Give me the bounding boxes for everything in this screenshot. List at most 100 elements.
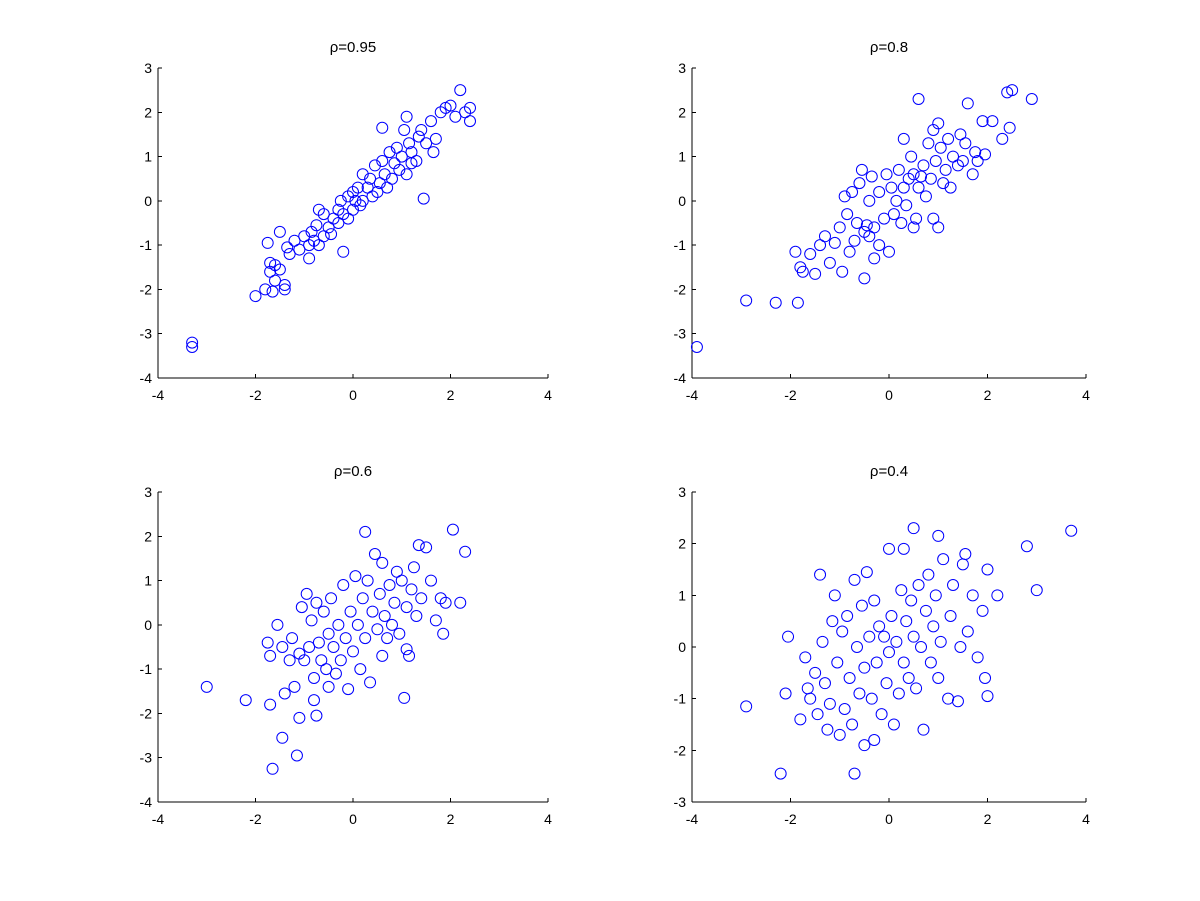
data-point: [400, 110, 413, 123]
data-point: [303, 239, 316, 252]
data-point: [376, 155, 389, 167]
y-tick-label: 0: [678, 193, 686, 209]
data-point: [833, 728, 846, 741]
y-tick-label: 2: [678, 536, 686, 552]
data-point: [264, 649, 277, 662]
data-point: [848, 767, 861, 780]
data-point: [919, 190, 932, 203]
data-point: [356, 592, 369, 605]
data-point: [887, 208, 900, 221]
data-point: [956, 155, 969, 167]
y-tick-label: 0: [144, 193, 152, 209]
data-point: [979, 148, 992, 161]
data-point: [895, 217, 908, 229]
data-point: [249, 290, 262, 303]
data-point: [959, 137, 972, 150]
data-point: [312, 636, 325, 649]
data-point: [373, 587, 386, 600]
data-point: [239, 694, 252, 707]
data-point: [278, 283, 291, 296]
data-point: [863, 194, 876, 207]
data-point: [900, 199, 913, 212]
data-point: [796, 265, 809, 278]
subplot-rho-04: ρ=0.4 -4 -2 0 2 4 -3 -2 -1 0 1 2 3: [674, 463, 1091, 827]
data-point: [971, 651, 984, 664]
data-point: [412, 130, 425, 143]
data-point: [900, 615, 913, 628]
data-point: [407, 561, 420, 574]
data-point: [446, 523, 459, 536]
data-point: [976, 115, 989, 128]
data-point: [961, 97, 974, 110]
data-point: [1003, 121, 1016, 134]
data-point: [816, 635, 829, 648]
data-point: [791, 296, 804, 309]
x-tick-label: 4: [544, 811, 552, 827]
data-point: [293, 243, 306, 256]
data-point: [966, 589, 979, 602]
data-point: [342, 190, 355, 203]
data-point: [356, 168, 369, 181]
data-point: [799, 651, 812, 664]
data-point: [295, 601, 308, 614]
data-point: [310, 596, 323, 609]
y-tick-label: 1: [678, 149, 686, 165]
data-point: [1006, 84, 1019, 97]
data-point: [308, 694, 320, 707]
data-point: [356, 194, 369, 207]
subplot-title: ρ=0.8: [870, 39, 908, 56]
data-point: [846, 186, 859, 198]
data-point: [415, 592, 428, 605]
data-point: [873, 186, 886, 198]
data-point: [425, 115, 437, 128]
data-point: [322, 627, 335, 640]
data-point: [322, 680, 335, 693]
x-tick-label: -2: [249, 387, 262, 403]
y-tick-label: -4: [140, 794, 153, 810]
x-tick-label: 2: [447, 387, 455, 403]
data-point: [924, 172, 937, 185]
data-point: [403, 649, 416, 662]
data-point: [437, 627, 450, 640]
data-point: [811, 708, 824, 721]
data-point: [444, 99, 457, 112]
y-tick-label: 3: [144, 484, 152, 500]
data-point: [403, 137, 416, 150]
y-tick-label: -1: [140, 237, 153, 253]
data-point: [885, 610, 898, 622]
data-point: [831, 656, 844, 669]
y-tick-label: -2: [674, 742, 687, 758]
subplot-rho-095: ρ=0.95 -4 -2 0 2 4 -4 -3 -2 -1 0 1 2 3: [140, 39, 553, 403]
data-point: [288, 680, 301, 693]
y-tick-label: 1: [144, 573, 152, 589]
data-point: [966, 168, 979, 181]
subplot-rho-08: ρ=0.8 -4 -2 0 2 4 -4 -3 -2 -1 0 1 2 3: [674, 39, 1091, 403]
x-tick-label: -4: [686, 811, 699, 827]
x-tick-label: -2: [784, 387, 797, 403]
y-tick-label: 3: [678, 484, 686, 500]
data-point: [833, 221, 846, 234]
data-point: [434, 106, 447, 119]
data-point: [378, 168, 391, 181]
data-point: [410, 610, 423, 622]
y-tick-label: -1: [674, 691, 687, 707]
data-point: [843, 245, 856, 258]
data-point: [454, 84, 467, 97]
data-point: [337, 579, 350, 591]
data-point: [858, 661, 871, 674]
y-tick-label: -3: [140, 326, 153, 342]
data-point: [865, 170, 878, 183]
data-point: [200, 680, 213, 693]
data-point: [405, 583, 418, 596]
data-point: [848, 234, 861, 247]
data-point: [293, 711, 306, 724]
x-tick-label: 0: [349, 387, 357, 403]
y-tick-label: -1: [674, 237, 687, 253]
data-point: [818, 230, 831, 243]
data-point: [393, 163, 406, 176]
data-point: [325, 592, 338, 605]
data-point: [740, 294, 753, 307]
data-point: [412, 539, 425, 552]
x-tick-label: -4: [152, 811, 165, 827]
